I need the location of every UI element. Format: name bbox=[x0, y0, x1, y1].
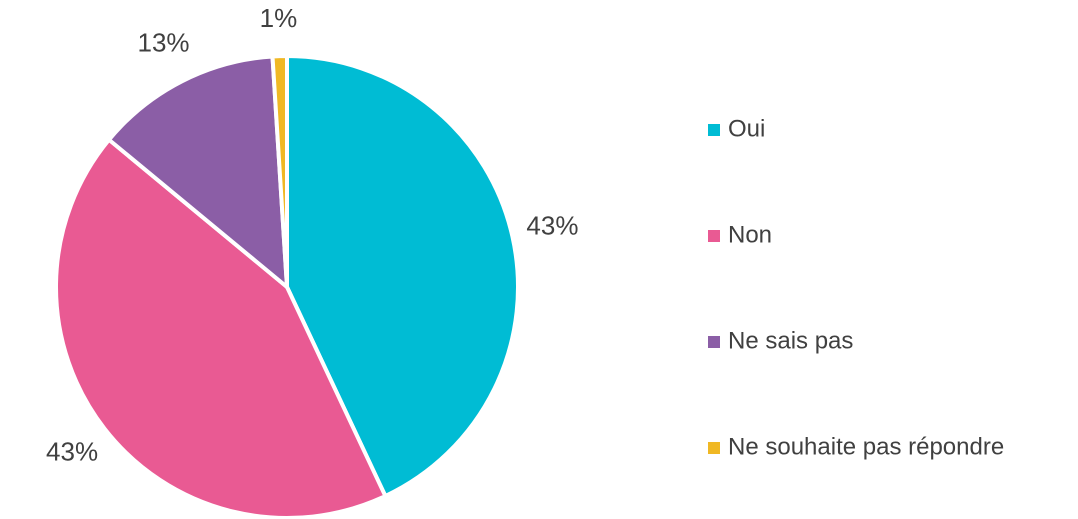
pie-slice bbox=[54, 137, 388, 519]
legend-swatch bbox=[708, 124, 720, 136]
data-label: 43% bbox=[46, 437, 98, 467]
legend-label: Non bbox=[728, 221, 772, 248]
pie-slice bbox=[107, 54, 289, 289]
pie-slice bbox=[285, 54, 520, 499]
pie-slice bbox=[270, 54, 289, 289]
legend-swatch bbox=[708, 442, 720, 454]
data-label: 1% bbox=[260, 3, 298, 33]
data-label: 43% bbox=[526, 211, 578, 241]
legend-label: Ne sais pas bbox=[728, 327, 853, 354]
legend-label: Oui bbox=[728, 115, 765, 142]
legend-label: Ne souhaite pas répondre bbox=[728, 433, 1004, 460]
legend-swatch bbox=[708, 230, 720, 242]
legend-swatch bbox=[708, 336, 720, 348]
data-label: 13% bbox=[137, 28, 189, 58]
